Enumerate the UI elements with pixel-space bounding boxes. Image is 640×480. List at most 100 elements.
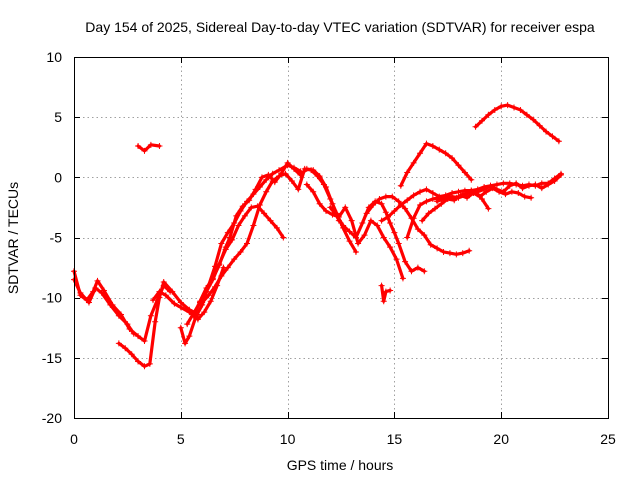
- series-trace: [72, 269, 172, 343]
- data-point: [523, 111, 530, 118]
- y-tick-label: -20: [42, 410, 62, 426]
- data-point: [269, 177, 276, 184]
- data-point: [263, 188, 270, 195]
- data-point: [363, 210, 370, 217]
- data-point: [233, 212, 240, 219]
- data-point: [267, 217, 274, 224]
- data-point: [438, 200, 445, 207]
- data-point: [258, 174, 265, 181]
- data-point: [250, 222, 257, 229]
- data-point: [320, 181, 327, 188]
- data-point: [449, 155, 456, 162]
- series-trace: [136, 143, 161, 153]
- data-point: [92, 285, 99, 292]
- data-point: [446, 193, 453, 200]
- data-point: [446, 250, 453, 257]
- data-point: [201, 309, 208, 316]
- data-point: [391, 208, 398, 215]
- data-point: [205, 292, 212, 299]
- data-point: [517, 106, 524, 113]
- data-point: [115, 340, 122, 347]
- data-point: [177, 324, 184, 331]
- y-tick-label: -5: [50, 230, 63, 246]
- data-point: [429, 189, 436, 196]
- data-point: [485, 111, 492, 118]
- series-arc-19: [472, 102, 562, 145]
- data-point: [536, 122, 543, 129]
- data-point: [436, 146, 443, 153]
- data-point: [496, 188, 503, 195]
- data-point: [410, 215, 417, 222]
- data-point: [399, 275, 406, 282]
- data-point: [468, 176, 475, 183]
- data-point: [252, 186, 259, 193]
- data-point: [374, 222, 381, 229]
- data-point: [359, 220, 366, 227]
- series-markers: [186, 205, 284, 325]
- data-point: [440, 195, 447, 202]
- data-point: [421, 232, 428, 239]
- data-point: [538, 185, 545, 192]
- series-arc-12: [378, 282, 394, 305]
- data-point: [156, 288, 163, 295]
- data-point: [186, 333, 193, 340]
- data-point: [491, 106, 498, 113]
- y-tick-label: -10: [42, 290, 62, 306]
- data-point: [429, 195, 436, 202]
- data-point: [239, 203, 246, 210]
- data-point: [500, 180, 507, 187]
- data-point: [410, 192, 417, 199]
- data-point: [273, 224, 280, 231]
- data-point: [525, 182, 532, 189]
- data-point: [389, 193, 396, 200]
- data-point: [147, 141, 154, 148]
- data-point: [395, 240, 402, 247]
- data-point: [141, 147, 148, 154]
- data-point: [156, 294, 163, 301]
- data-point: [397, 202, 404, 209]
- data-point: [276, 173, 283, 180]
- data-point: [261, 210, 268, 217]
- data-point: [128, 351, 135, 358]
- data-point: [146, 360, 153, 367]
- data-point: [423, 198, 430, 205]
- data-point: [382, 209, 389, 216]
- data-point: [431, 205, 438, 212]
- data-point: [453, 194, 460, 201]
- data-point: [425, 210, 432, 217]
- x-tick-label: 15: [387, 431, 403, 447]
- data-point: [417, 202, 424, 209]
- data-point: [203, 285, 210, 292]
- data-point: [182, 340, 189, 347]
- data-point: [207, 298, 214, 305]
- data-point: [453, 251, 460, 258]
- data-point: [459, 250, 466, 257]
- series-arc-15: [397, 140, 475, 189]
- data-point: [218, 273, 225, 280]
- grid-lines: [74, 57, 608, 418]
- data-point: [248, 204, 255, 211]
- data-point: [558, 171, 565, 178]
- series-trace: [328, 199, 426, 273]
- data-point: [211, 283, 218, 290]
- data-point: [483, 188, 490, 195]
- data-point: [367, 217, 374, 224]
- data-point: [288, 177, 295, 184]
- data-point: [224, 264, 231, 271]
- series-trace: [305, 183, 405, 280]
- x-tick-label: 25: [600, 431, 616, 447]
- data-series: [71, 102, 565, 370]
- data-point: [478, 195, 485, 202]
- data-point: [395, 198, 402, 205]
- data-point: [397, 182, 404, 189]
- data-point: [150, 297, 157, 304]
- data-point: [387, 287, 394, 294]
- series-markers: [475, 104, 560, 142]
- data-point: [461, 169, 468, 176]
- chart-title: Day 154 of 2025, Sidereal Day-to-day VTE…: [85, 19, 595, 35]
- data-point: [280, 234, 287, 241]
- data-point: [156, 143, 163, 150]
- data-point: [269, 170, 276, 177]
- data-point: [186, 309, 193, 316]
- data-point: [466, 189, 473, 196]
